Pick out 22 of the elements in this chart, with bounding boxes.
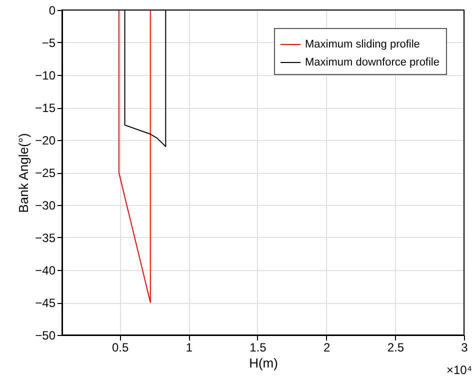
y-tick-label: −5	[42, 36, 56, 50]
y-tick-label: −35	[35, 231, 56, 245]
y-tick-label: −50	[35, 328, 56, 342]
x-tick-label: 0.5	[112, 340, 129, 354]
x-tick-label: 2.5	[387, 340, 404, 354]
y-tick-label: −10	[35, 68, 56, 82]
y-tick-label: 0	[48, 4, 56, 18]
legend-label: Maximum sliding profile	[305, 38, 420, 50]
text: ×10⁴	[446, 363, 472, 377]
x-tick-label: 1	[186, 340, 193, 354]
y-tick-label: −45	[35, 296, 56, 310]
x-tick-label: 1.5	[250, 340, 267, 354]
y-tick-label: −15	[35, 101, 56, 115]
legend-label: Maximum downforce profile	[305, 56, 440, 68]
y-tick-label: −25	[35, 166, 56, 180]
y-tick-label: −20	[35, 134, 56, 148]
y-tick-label: −30	[35, 198, 56, 212]
y-axis-title: Bank Angle(°)	[16, 133, 32, 213]
y-tick-label: −40	[35, 264, 56, 278]
x-tick-label: 3	[461, 340, 468, 354]
x-axis-title: H(m)	[249, 356, 278, 370]
x-tick-label: 2	[323, 340, 330, 354]
